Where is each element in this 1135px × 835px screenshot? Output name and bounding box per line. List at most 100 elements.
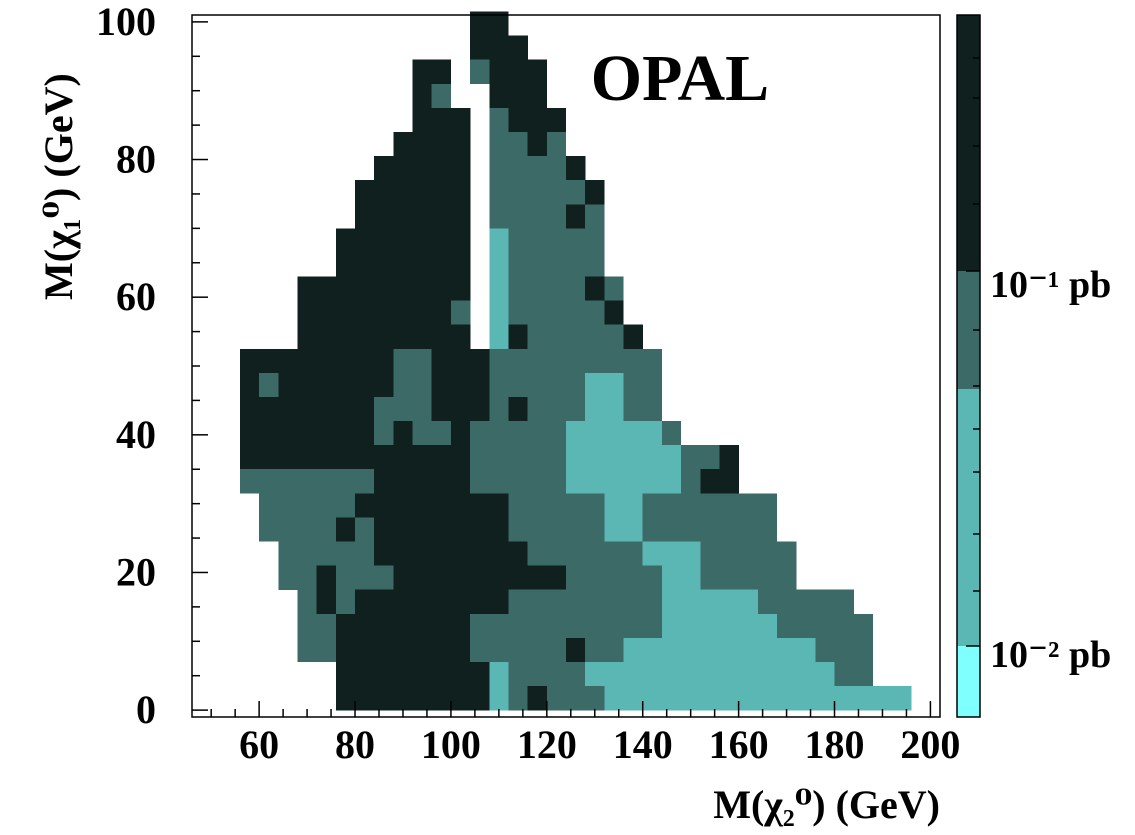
- heatmap-cell: [335, 396, 356, 422]
- heatmap-cell: [489, 421, 509, 446]
- heatmap-cell: [489, 324, 509, 349]
- heatmap-cell: [470, 11, 490, 36]
- heatmap-cell: [700, 541, 720, 566]
- heatmap-cell: [642, 396, 663, 422]
- heatmap-cell: [566, 445, 586, 470]
- heatmap-cell: [431, 421, 452, 446]
- heatmap-cell: [450, 469, 471, 494]
- heatmap-cell: [412, 132, 432, 157]
- y-tick-label: 0: [136, 687, 156, 732]
- heatmap-cell: [834, 661, 854, 687]
- heatmap-cell: [259, 421, 279, 446]
- heatmap-cell: [297, 517, 317, 542]
- heatmap-cell: [508, 252, 528, 277]
- heatmap-cell: [297, 348, 317, 374]
- heatmap-cell: [585, 493, 605, 518]
- heatmap-cell: [335, 300, 356, 325]
- heatmap-cell: [412, 204, 432, 229]
- heatmap-cell: [757, 517, 778, 542]
- heatmap-cell: [776, 637, 797, 663]
- heatmap-cell: [508, 35, 528, 60]
- x-tick-label: 80: [335, 722, 375, 767]
- heatmap-cell: [566, 324, 586, 349]
- heatmap-cell: [431, 517, 452, 542]
- heatmap-cell: [470, 372, 490, 398]
- heatmap-cell: [297, 372, 317, 398]
- heatmap-cell: [335, 421, 356, 446]
- heatmap-cell: [374, 300, 394, 325]
- heatmap-cell: [527, 421, 547, 446]
- heatmap-cell: [450, 686, 471, 711]
- heatmap-cell: [355, 565, 375, 590]
- heatmap-cell: [661, 541, 682, 566]
- heatmap-cell: [527, 252, 547, 277]
- heatmap-cell: [431, 228, 452, 253]
- heatmap-cell: [642, 637, 663, 663]
- colorbar-ticks: [966, 57, 980, 647]
- heatmap-cell: [585, 300, 605, 325]
- heatmap-cell: [278, 445, 298, 470]
- heatmap-cell: [853, 661, 874, 687]
- heatmap-cell: [393, 637, 413, 663]
- colorbar-frame: [956, 14, 981, 718]
- heatmap-cell: [489, 613, 509, 638]
- heatmap-cell: [642, 541, 663, 566]
- heatmap-cell: [796, 686, 816, 711]
- heatmap-cell: [700, 517, 720, 542]
- heatmap-cell: [278, 517, 298, 542]
- heatmap-cell: [470, 637, 490, 663]
- heatmap-cell: [815, 637, 835, 663]
- heatmap-cell: [719, 565, 739, 590]
- heatmap-cell: [450, 421, 471, 446]
- y-tick-label: 100: [96, 0, 156, 44]
- heatmap-cell: [393, 589, 413, 614]
- heatmap-cell: [431, 589, 452, 614]
- heatmap-cell: [335, 469, 356, 494]
- heatmap-cell: [393, 324, 413, 349]
- heatmap-cell: [393, 276, 413, 301]
- heatmap-cell: [316, 396, 336, 422]
- heatmap-cell: [393, 156, 413, 181]
- heatmap-cell: [450, 276, 471, 301]
- heatmap-cell: [566, 252, 586, 277]
- heatmap-cell: [681, 469, 701, 494]
- heatmap-cell: [412, 300, 432, 325]
- heatmap-cell: [604, 661, 624, 687]
- heatmap-cell: [719, 686, 739, 711]
- heatmap-cell: [508, 324, 528, 349]
- heatmap-cell: [566, 156, 586, 181]
- heatmap-cell: [278, 421, 298, 446]
- heatmap-cell: [278, 469, 298, 494]
- heatmap-cell: [604, 517, 624, 542]
- heatmap-cell: [604, 396, 624, 422]
- x-tick-label: 100: [421, 722, 481, 767]
- heatmap-cell: [316, 324, 336, 349]
- heatmap-cell: [815, 661, 835, 687]
- heatmap-cell: [700, 661, 720, 687]
- heatmap-cell: [355, 372, 375, 398]
- heatmap-cell: [546, 686, 567, 711]
- level-highest-swatch: [957, 15, 980, 271]
- heatmap-cell: [566, 228, 586, 253]
- heatmap-cell: [355, 228, 375, 253]
- heatmap-cell: [604, 686, 624, 711]
- heatmap-cell: [393, 565, 413, 590]
- heatmap-cell: [623, 517, 643, 542]
- heatmap-cell: [316, 445, 336, 470]
- heatmap-cell: [738, 517, 758, 542]
- heatmap-cell: [431, 565, 452, 590]
- heatmap-cell: [661, 637, 682, 663]
- heatmap-cell: [355, 445, 375, 470]
- heatmap-cell: [450, 156, 471, 181]
- heatmap-cell: [681, 541, 701, 566]
- heatmap-cell: [297, 541, 317, 566]
- heatmap-cell: [431, 613, 452, 638]
- heatmap-cell: [335, 637, 356, 663]
- heatmap-cell: [776, 686, 797, 711]
- heatmap-cell: [604, 445, 624, 470]
- heatmap-cell: [316, 541, 336, 566]
- heatmap-cell: [719, 493, 739, 518]
- heatmap-cell: [297, 276, 317, 301]
- heatmap-cell: [585, 204, 605, 229]
